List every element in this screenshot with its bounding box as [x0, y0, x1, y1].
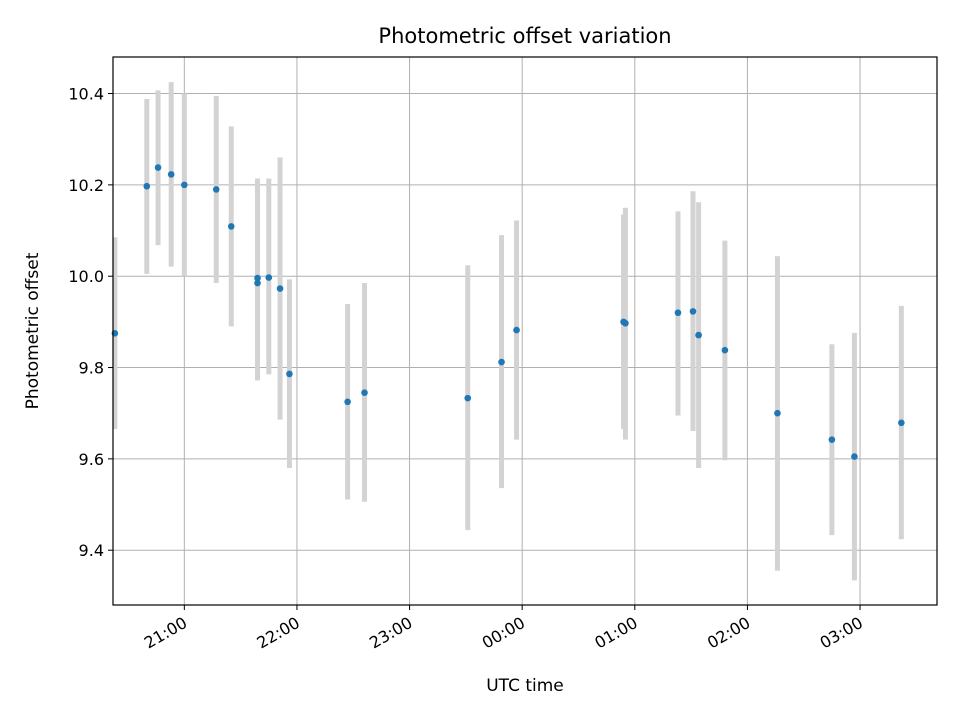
- y-tick-label: 10.2: [68, 176, 104, 195]
- y-axis-label: Photometric offset: [23, 252, 43, 409]
- data-point: [254, 279, 261, 287]
- y-tick-label: 9.4: [79, 541, 104, 560]
- data-point: [286, 370, 293, 378]
- data-point: [689, 308, 697, 315]
- data-point: [212, 186, 220, 193]
- data-point: [181, 181, 188, 189]
- data-point: [154, 164, 162, 171]
- y-tick-label: 9.8: [79, 359, 104, 378]
- data-point: [851, 453, 858, 460]
- x-axis-label: UTC time: [486, 676, 564, 696]
- data-point: [227, 223, 235, 230]
- data-point: [513, 326, 520, 334]
- data-point: [276, 285, 284, 292]
- data-point: [695, 331, 702, 339]
- y-tick-label: 9.6: [79, 450, 104, 469]
- data-point: [828, 436, 836, 443]
- data-point: [774, 409, 781, 417]
- chart-title: Photometric offset variation: [378, 24, 671, 48]
- data-point: [464, 394, 472, 402]
- data-point: [265, 274, 273, 281]
- data-points: [111, 164, 905, 460]
- data-point: [143, 182, 151, 190]
- data-point: [898, 419, 905, 427]
- y-tick-label: 10.4: [68, 85, 104, 104]
- y-axis-ticks: 9.4 9.6 9.8 10.0 10.2 10.4: [68, 85, 113, 560]
- grid-lines: [113, 57, 937, 605]
- data-point: [498, 358, 505, 366]
- data-point: [361, 389, 368, 396]
- data-point: [344, 398, 351, 406]
- data-point: [622, 319, 629, 327]
- data-point: [167, 171, 175, 178]
- data-point: [674, 309, 682, 317]
- data-point: [254, 274, 261, 282]
- data-point: [721, 346, 729, 354]
- plot-frame: [112, 56, 938, 606]
- y-tick-label: 10.0: [68, 267, 104, 286]
